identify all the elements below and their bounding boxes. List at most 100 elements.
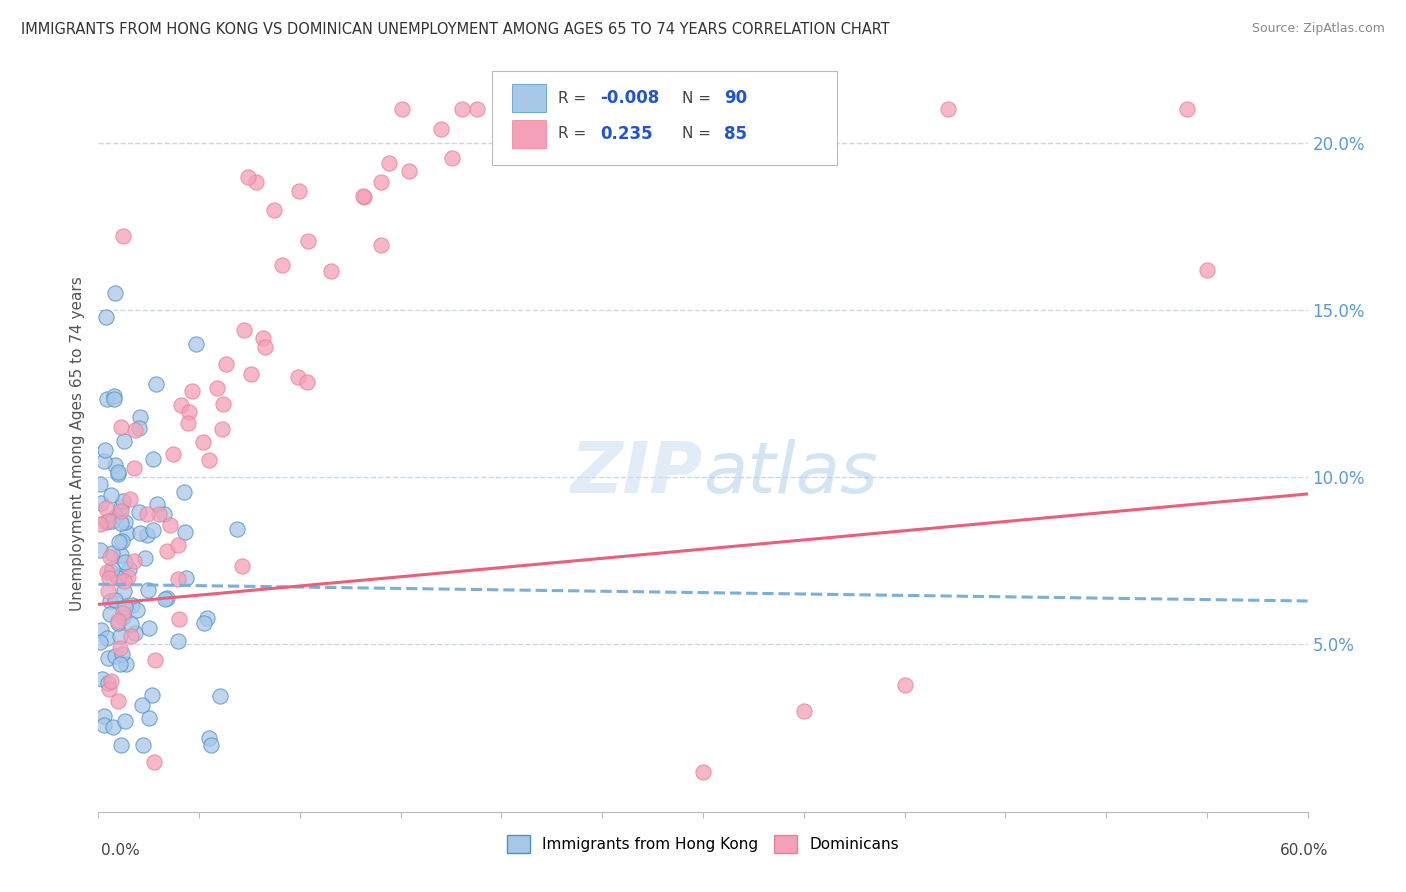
Point: [127, 603, 149, 617]
Text: -0.008: -0.008: [600, 89, 659, 107]
Point: [138, 621, 160, 635]
Point: [128, 420, 150, 434]
Point: [101, 514, 124, 528]
Point: [155, 592, 177, 607]
Point: [429, 122, 451, 136]
Point: [110, 738, 132, 752]
Point: [263, 202, 285, 217]
Point: [101, 545, 124, 559]
Legend: Immigrants from Hong Kong, Dominicans: Immigrants from Hong Kong, Dominicans: [501, 829, 905, 859]
Point: [162, 447, 184, 461]
Point: [287, 370, 309, 384]
Point: [120, 629, 142, 643]
Point: [89, 542, 111, 557]
Point: [451, 102, 474, 116]
Point: [543, 102, 565, 116]
Text: 0.0%: 0.0%: [101, 843, 141, 858]
Point: [143, 653, 166, 667]
Point: [110, 420, 132, 434]
Point: [143, 755, 166, 769]
Point: [550, 102, 572, 116]
Point: [96, 310, 118, 324]
Point: [136, 583, 159, 598]
Point: [252, 331, 274, 345]
Text: IMMIGRANTS FROM HONG KONG VS DOMINICAN UNEMPLOYMENT AMONG AGES 65 TO 74 YEARS CO: IMMIGRANTS FROM HONG KONG VS DOMINICAN U…: [21, 22, 890, 37]
Point: [98, 594, 121, 608]
Text: 85: 85: [724, 125, 747, 143]
Point: [129, 526, 152, 541]
Point: [236, 170, 259, 185]
Point: [180, 384, 202, 399]
Point: [141, 523, 163, 537]
Point: [530, 102, 553, 116]
Text: Source: ZipAtlas.com: Source: ZipAtlas.com: [1251, 22, 1385, 36]
Point: [107, 694, 129, 708]
Point: [101, 720, 124, 734]
Point: [120, 617, 142, 632]
Point: [167, 612, 190, 626]
Point: [93, 454, 115, 468]
Point: [509, 102, 531, 116]
Point: [167, 537, 190, 551]
Point: [98, 571, 121, 585]
Point: [170, 398, 193, 412]
Point: [128, 410, 150, 425]
Point: [100, 565, 122, 579]
Point: [114, 515, 136, 529]
Point: [377, 155, 399, 169]
Point: [131, 698, 153, 712]
Point: [104, 592, 127, 607]
Point: [111, 610, 134, 624]
Point: [626, 102, 648, 116]
Point: [110, 629, 132, 643]
Point: [90, 623, 112, 637]
Point: [112, 434, 135, 448]
Point: [112, 574, 135, 589]
Point: [232, 323, 254, 337]
Text: atlas: atlas: [703, 439, 877, 508]
Point: [215, 357, 238, 371]
Point: [253, 340, 276, 354]
Point: [936, 102, 959, 116]
Point: [370, 175, 392, 189]
Point: [96, 632, 118, 646]
Point: [134, 550, 156, 565]
Point: [96, 565, 118, 579]
Point: [156, 591, 179, 606]
Point: [94, 515, 117, 529]
Point: [148, 507, 170, 521]
Point: [97, 650, 120, 665]
Text: R =: R =: [558, 127, 586, 141]
Point: [536, 102, 558, 116]
Point: [101, 562, 124, 576]
Point: [120, 492, 142, 507]
Point: [94, 442, 117, 457]
Point: [174, 572, 197, 586]
Point: [107, 466, 129, 480]
Point: [441, 151, 464, 165]
Point: [893, 678, 915, 692]
Point: [193, 615, 215, 630]
Point: [1195, 262, 1218, 277]
Point: [97, 583, 120, 598]
Point: [159, 517, 181, 532]
Point: [103, 388, 125, 402]
Point: [398, 164, 420, 178]
Text: 0.235: 0.235: [600, 125, 652, 143]
Text: ZIP: ZIP: [571, 439, 703, 508]
Point: [110, 516, 132, 530]
Point: [122, 554, 145, 568]
Point: [114, 600, 136, 615]
Point: [111, 494, 134, 508]
Point: [146, 497, 169, 511]
Point: [287, 184, 309, 198]
Point: [136, 527, 159, 541]
Point: [104, 508, 127, 523]
Point: [353, 190, 375, 204]
Point: [692, 764, 714, 779]
Point: [391, 102, 413, 116]
Point: [783, 102, 806, 116]
Point: [100, 673, 122, 688]
Point: [321, 264, 343, 278]
Point: [112, 583, 135, 598]
